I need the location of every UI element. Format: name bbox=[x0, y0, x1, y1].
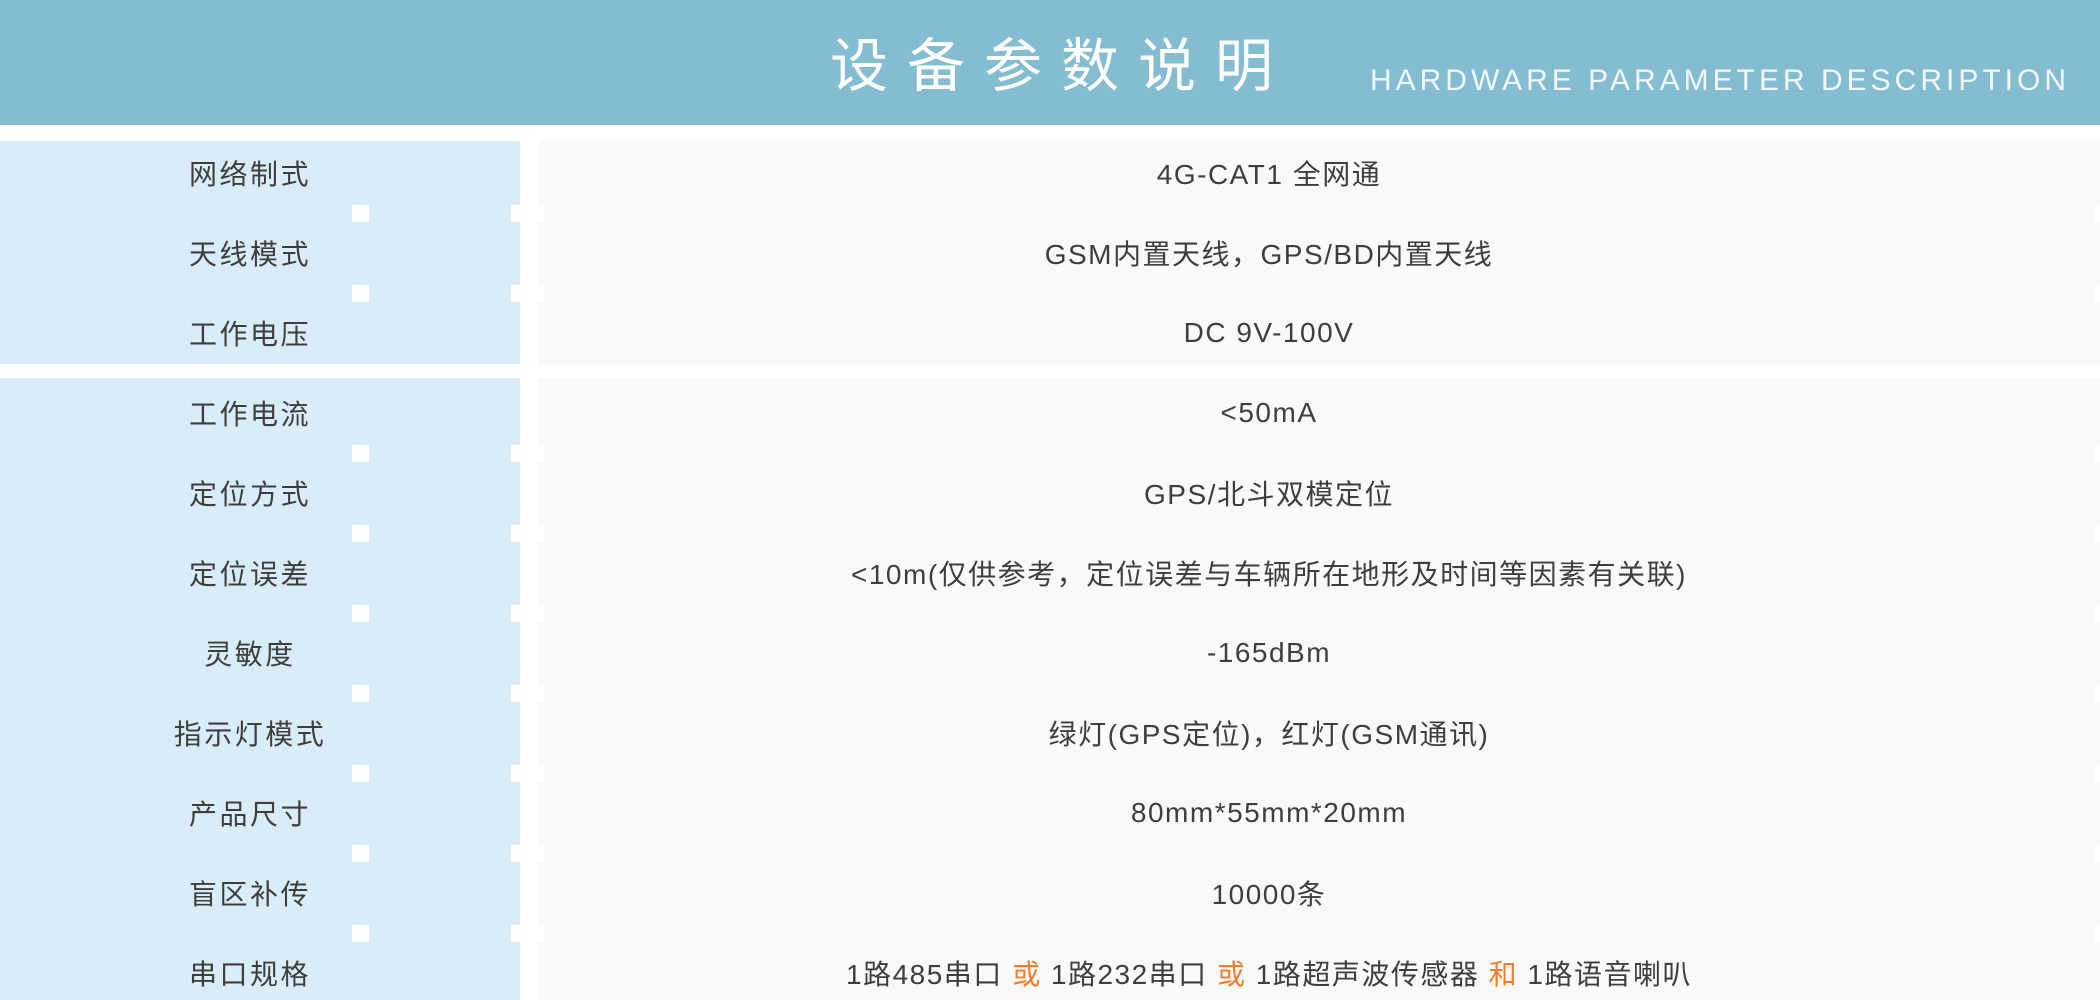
header-banner: 设备参数说明 HARDWARE PARAMETER DESCRIPTION bbox=[0, 0, 2100, 125]
param-value: -165dBm bbox=[1206, 637, 1332, 668]
param-value: DC 9V-100V bbox=[1183, 317, 1355, 348]
param-label: 产品尺寸 bbox=[188, 799, 311, 830]
decorative-square bbox=[2095, 285, 2100, 302]
spec-section-1: 网络制式 4G-CAT1 全网通 天线模式 GSM内置天线，GPS/BD内置天线… bbox=[0, 141, 2100, 364]
value-text: 1路232串口 bbox=[1041, 959, 1217, 990]
param-value: 10000条 bbox=[1211, 879, 1327, 910]
spec-row: 网络制式 4G-CAT1 全网通 bbox=[0, 133, 2100, 213]
param-value: 4G-CAT1 全网通 bbox=[1156, 159, 1382, 190]
param-label: 定位方式 bbox=[188, 479, 311, 510]
spec-row: 灵敏度 -165dBm bbox=[0, 613, 2100, 693]
decorative-square bbox=[352, 445, 369, 462]
param-value: 80mm*55mm*20mm bbox=[1130, 797, 1408, 828]
decorative-square bbox=[352, 605, 369, 622]
decorative-square bbox=[2095, 445, 2100, 462]
label-column-bg bbox=[0, 141, 520, 364]
decorative-square bbox=[2095, 765, 2100, 782]
spec-row: 指示灯模式 绿灯(GPS定位)，红灯(GSM通讯) bbox=[0, 693, 2100, 773]
conjunction-highlight: 或 bbox=[1216, 959, 1247, 990]
decorative-square bbox=[2095, 845, 2100, 862]
spec-row: 产品尺寸 80mm*55mm*20mm bbox=[0, 773, 2100, 853]
param-value: <50mA bbox=[1220, 397, 1318, 428]
value-text: 1路超声波传感器 bbox=[1246, 959, 1489, 990]
spec-row: 定位方式 GPS/北斗双模定位 bbox=[0, 453, 2100, 533]
spec-row: 定位误差 <10m(仅供参考，定位误差与车辆所在地形及时间等因素有关联) bbox=[0, 533, 2100, 613]
value-text: 1路语音喇叭 bbox=[1518, 959, 1692, 990]
decorative-square bbox=[511, 525, 544, 542]
param-value: GPS/北斗双模定位 bbox=[1144, 479, 1394, 510]
spec-row: 盲区补传 10000条 bbox=[0, 853, 2100, 933]
param-label: 网络制式 bbox=[188, 159, 311, 190]
spec-section-2: 工作电流 <50mA 定位方式 GPS/北斗双模定位 定位误差 <10m(仅供参… bbox=[0, 378, 2100, 1000]
spec-row: 工作电压 DC 9V-100V bbox=[0, 293, 2100, 373]
decorative-square bbox=[352, 285, 369, 302]
param-value: <10m(仅供参考，定位误差与车辆所在地形及时间等因素有关联) bbox=[851, 559, 1687, 590]
conjunction-highlight: 或 bbox=[1012, 959, 1042, 990]
decorative-square bbox=[352, 525, 369, 542]
decorative-square bbox=[352, 205, 369, 222]
label-column-bg bbox=[0, 378, 520, 1000]
decorative-square bbox=[352, 765, 369, 782]
decorative-square bbox=[2095, 925, 2100, 942]
param-label: 工作电流 bbox=[188, 399, 311, 430]
param-label: 定位误差 bbox=[188, 559, 311, 590]
conjunction-highlight: 和 bbox=[1488, 959, 1519, 990]
param-label: 指示灯模式 bbox=[173, 719, 327, 750]
decorative-square bbox=[2095, 525, 2100, 542]
param-value: GSM内置天线，GPS/BD内置天线 bbox=[1044, 239, 1494, 270]
param-label: 天线模式 bbox=[188, 239, 311, 270]
decorative-square bbox=[511, 925, 544, 942]
param-value: 绿灯(GPS定位)，红灯(GSM通讯) bbox=[1048, 719, 1490, 750]
value-column-bg bbox=[538, 141, 2100, 364]
decorative-square bbox=[352, 925, 369, 942]
decorative-square bbox=[352, 845, 369, 862]
param-label: 盲区补传 bbox=[188, 879, 311, 910]
decorative-square bbox=[511, 605, 544, 622]
decorative-square bbox=[511, 845, 544, 862]
param-value: 1路485串口 或 1路232串口 或 1路超声波传感器 和 1路语音喇叭 bbox=[538, 933, 2000, 1000]
rows-group: 工作电流 <50mA 定位方式 GPS/北斗双模定位 定位误差 <10m(仅供参… bbox=[0, 373, 2100, 1000]
value-column-bg bbox=[538, 378, 2100, 1000]
decorative-square bbox=[352, 685, 369, 702]
decorative-square bbox=[2095, 605, 2100, 622]
page-title: 设备参数说明 bbox=[829, 34, 1292, 99]
decorative-square bbox=[511, 205, 544, 222]
param-label: 工作电压 bbox=[188, 319, 311, 350]
decorative-square bbox=[2095, 685, 2100, 702]
decorative-square bbox=[2095, 205, 2100, 222]
decorative-square bbox=[511, 685, 544, 702]
value-text: 1路485串口 bbox=[846, 959, 1013, 990]
decorative-square bbox=[511, 765, 544, 782]
page-subtitle: HARDWARE PARAMETER DESCRIPTION bbox=[1369, 64, 2070, 97]
decorative-square bbox=[511, 285, 544, 302]
decorative-square bbox=[511, 445, 544, 462]
spec-row: 工作电流 <50mA bbox=[0, 373, 2100, 453]
param-label: 灵敏度 bbox=[204, 639, 296, 670]
rows-group: 网络制式 4G-CAT1 全网通 天线模式 GSM内置天线，GPS/BD内置天线… bbox=[0, 133, 2100, 373]
spec-row: 串口规格 1路485串口 或 1路232串口 或 1路超声波传感器 和 1路语音… bbox=[0, 933, 2100, 1000]
param-label: 串口规格 bbox=[188, 959, 311, 990]
spec-row: 天线模式 GSM内置天线，GPS/BD内置天线 bbox=[0, 213, 2100, 293]
